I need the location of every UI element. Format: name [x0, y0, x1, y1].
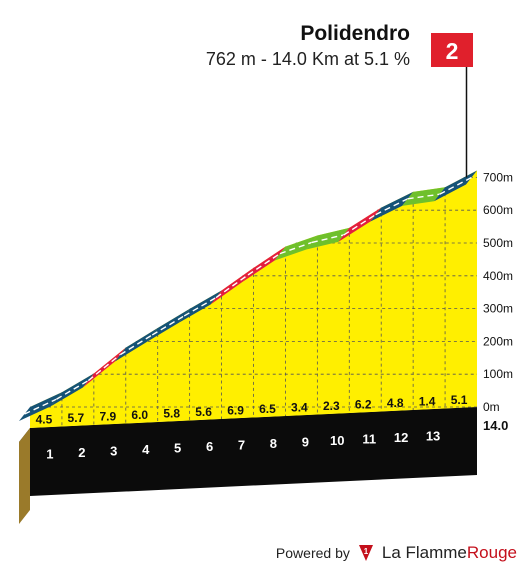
- segment-centerline: [87, 354, 121, 382]
- segment-centerline: [151, 315, 185, 336]
- y-tick-label: 0m: [483, 400, 500, 414]
- gradient-label: 6.2: [355, 397, 372, 411]
- gradient-segment: [114, 327, 158, 362]
- gradient-segment: [50, 373, 94, 407]
- gradient-segment: [178, 290, 222, 323]
- segment-centerline: [119, 334, 153, 356]
- gradient-label: 4.8: [387, 396, 404, 410]
- y-tick-label: 700m: [483, 170, 513, 184]
- gradient-label: 6.5: [259, 402, 276, 416]
- km-label: 6: [206, 439, 213, 454]
- km-label: 7: [238, 438, 245, 453]
- y-tick-label: 400m: [483, 269, 513, 283]
- gradient-segment: [434, 170, 477, 202]
- climb-title: Polidendro: [300, 22, 410, 45]
- gradient-segment: [210, 267, 254, 305]
- gradient-label: 3.4: [291, 400, 308, 414]
- credit-footer: Powered by 1 La FlammeRouge: [276, 543, 517, 563]
- km-label: 12: [394, 430, 408, 445]
- gradient-label: 7.9: [99, 409, 116, 423]
- y-tick-label: 200m: [483, 334, 513, 348]
- gradient-segment: [274, 235, 318, 261]
- profile-top-segments: [19, 170, 477, 421]
- segment-centerline: [279, 241, 313, 255]
- km-label: 1: [46, 447, 53, 462]
- base-side-face: [19, 428, 30, 524]
- gradient-label: 5.7: [68, 411, 85, 425]
- segment-centerline: [215, 274, 249, 299]
- segment-centerline: [439, 176, 472, 195]
- segment-centerline: [407, 193, 440, 200]
- svg-text:1: 1: [364, 547, 369, 556]
- gradient-label: 6.0: [131, 408, 148, 422]
- gradient-segment: [146, 308, 190, 342]
- segment-centerline: [375, 198, 408, 216]
- gradient-label: 2.3: [323, 399, 340, 413]
- segment-centerline: [343, 213, 377, 236]
- gradient-label: 4.5: [36, 412, 53, 426]
- segment-centerline: [56, 379, 89, 400]
- distance-end-label: 14.0: [483, 418, 508, 433]
- y-tick-label: 100m: [483, 367, 513, 381]
- gradient-label: 1.4: [419, 394, 436, 408]
- summit-flag: 2: [431, 33, 473, 178]
- chart-base: [19, 407, 477, 524]
- y-tick-label: 600m: [483, 203, 513, 217]
- climb-summary: 762 m - 14.0 Km at 5.1 %: [205, 49, 410, 69]
- km-label: 10: [330, 433, 344, 448]
- km-label: 13: [426, 429, 440, 444]
- brand-name: La FlammeRouge: [382, 543, 517, 563]
- km-label: 3: [110, 444, 117, 459]
- flamme-rouge-logo-icon: 1: [358, 545, 373, 561]
- base-front-face: [30, 407, 477, 496]
- gradient-label: 6.9: [227, 403, 244, 417]
- powered-by-text: Powered by: [275, 545, 350, 561]
- gradient-label: 5.6: [195, 405, 212, 419]
- gradient-segment: [242, 246, 286, 282]
- km-label: 9: [302, 435, 309, 450]
- brand-main-text: La Flamme: [381, 543, 467, 562]
- y-tick-label: 300m: [483, 302, 513, 316]
- km-label: 4: [142, 442, 150, 457]
- segment-centerline: [311, 234, 344, 244]
- chart-labels: 0m 100m 200m 300m 400m 500m 600m 700m 4.5 5.7 7.9 6…: [36, 170, 513, 461]
- gradient-segment: [19, 392, 62, 421]
- brand-accent-text: Rouge: [466, 543, 517, 562]
- y-tick-label: 500m: [483, 236, 513, 250]
- segment-centerline: [24, 398, 57, 415]
- segment-centerline: [183, 296, 217, 317]
- segment-centerline: [247, 253, 281, 276]
- grid-lines: [30, 176, 477, 427]
- gradient-label: 5.1: [451, 393, 468, 407]
- gradient-label: 5.8: [163, 406, 180, 420]
- km-label: 8: [270, 436, 277, 451]
- km-label: 11: [362, 432, 376, 447]
- gradient-segment: [338, 207, 382, 242]
- flag-number: 2: [446, 38, 459, 64]
- gradient-segment: [370, 191, 414, 222]
- gradient-segment: [402, 187, 446, 206]
- km-label: 5: [174, 441, 181, 456]
- km-label: 2: [78, 445, 85, 460]
- flag-banner: [431, 33, 473, 67]
- gradient-segment: [306, 227, 350, 250]
